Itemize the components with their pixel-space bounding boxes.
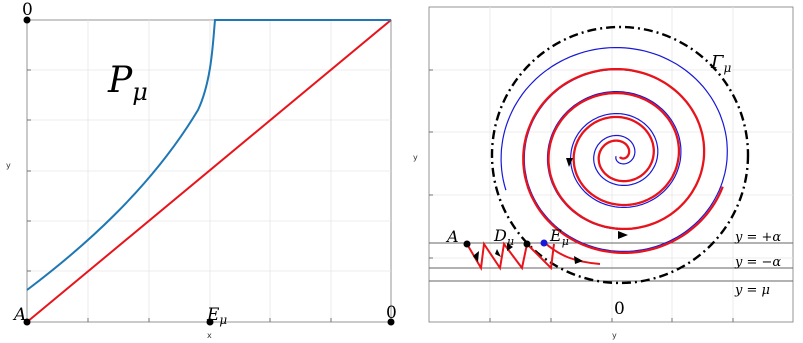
point-E-label-right: Eμ: [549, 226, 569, 248]
arrow-zigzag-3: [507, 243, 513, 251]
origin-point-top: [23, 16, 31, 24]
arrow-zigzag-1: [473, 251, 479, 262]
right-plot-area: [428, 6, 794, 323]
zero-label-top: 0: [22, 0, 33, 20]
point-E-right: [540, 239, 548, 247]
direction-arrows: [473, 158, 628, 264]
point-A-label-right: A: [445, 227, 459, 246]
line-plus-alpha-label: y = +α: [734, 230, 781, 245]
red-spiral-trajectory: [522, 67, 724, 255]
arrow-spiral-left: [566, 158, 573, 167]
exit-curve: [544, 242, 601, 265]
point-A-left: [23, 318, 31, 326]
line-minus-alpha-label: y = −α: [734, 255, 781, 270]
diagonal-line: [26, 19, 392, 323]
point-A-label-left: A: [12, 305, 26, 325]
arrow-spiral-bottom: [618, 231, 628, 239]
arrow-exit: [574, 256, 583, 264]
line-mu-label: y = μ: [734, 283, 770, 298]
point-E-label-left: Eμ: [206, 305, 227, 327]
arrow-zigzag-2: [495, 249, 501, 257]
blue-spiral-trajectory: [500, 47, 728, 252]
right-x-axis-label: y: [612, 331, 617, 340]
right-ticks: [429, 69, 734, 322]
point-D-label: Dμ: [493, 226, 514, 248]
return-map-curve: [26, 19, 391, 291]
point-A-right: [463, 240, 471, 248]
left-y-axis-label: y: [6, 161, 11, 170]
gamma-mu-label: Γμ: [710, 52, 732, 75]
left-x-axis-label: x: [207, 331, 212, 340]
point-D-right: [523, 240, 531, 248]
left-panel: 0 0 A Eμ Pμ x y: [6, 0, 397, 340]
zero-label-right: 0: [386, 303, 397, 323]
gamma-mu-circle: [490, 25, 750, 285]
origin-point-right: [387, 318, 395, 326]
zigzag-trajectory: [466, 241, 555, 272]
curve-label-P-mu: Pμ: [107, 60, 148, 106]
right-y-axis-label: y: [413, 153, 418, 162]
right-panel: A Dμ Eμ Γμ y = +α y = −α y = μ 0 y y: [413, 6, 794, 340]
zero-label-right-panel: 0: [614, 299, 625, 319]
point-E-left: [206, 318, 214, 326]
